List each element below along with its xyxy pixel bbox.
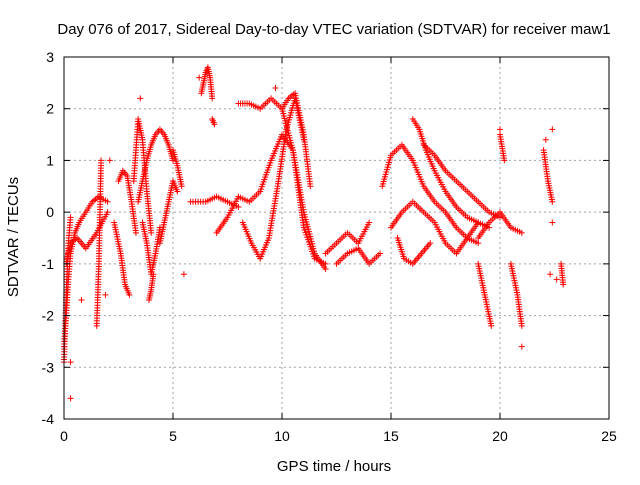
chart-title: Day 076 of 2017, Sidereal Day-to-day VTE… [57,21,610,38]
data-point [235,203,242,210]
plot-frame [63,56,610,420]
y-axis-label: SDTVAR / TECUs [5,177,22,297]
data-point [475,240,482,247]
data-point [497,214,503,221]
y-tick-label: 3 [46,49,54,65]
y-tick-label: -4 [42,411,55,427]
data-point [137,95,144,102]
x-tick-label: 15 [383,428,399,444]
data-point [209,95,216,102]
data-point [178,183,185,190]
data-point [518,343,525,350]
data-point [549,198,556,205]
data-point [488,322,495,329]
data-point [104,209,111,216]
x-tick-label: 5 [169,428,177,444]
data-point [98,157,105,164]
data-point [67,395,74,402]
data-point [547,271,554,278]
data-point [272,85,279,92]
data-point [377,250,384,257]
data-point [501,157,508,164]
data-point [366,219,373,226]
data-point [486,224,493,231]
data-point [542,136,549,143]
data-point [104,198,111,205]
data-point [211,121,218,128]
data-point [553,276,560,283]
data-point [67,214,74,221]
data-point [560,281,567,288]
data-point [67,359,74,366]
data-point [427,240,434,247]
axis-ticks: 0 5 10 15 20 25 -4 -3 -2 -1 0 1 2 3 [42,49,617,444]
data-point [132,229,139,236]
data-point [549,126,556,133]
x-tick-label: 0 [60,428,68,444]
y-tick-label: 0 [46,204,54,220]
data-point [102,291,109,298]
data-point [475,219,482,226]
data-point [322,260,329,267]
data-point [518,322,525,329]
data-point [78,297,85,304]
y-tick-label: 2 [46,101,54,117]
y-tick-label: -2 [42,308,55,324]
x-tick-label: 10 [274,428,290,444]
data-point [497,126,503,133]
y-tick-label: 1 [46,152,54,168]
data-point [196,74,203,81]
x-axis-label: GPS time / hours [277,458,391,475]
data-point [180,271,187,278]
data-point [106,157,113,164]
y-tick-label: -1 [42,256,55,272]
grid [64,57,609,419]
y-tick-label: -3 [42,359,55,375]
data-point [518,229,525,236]
data-point [307,183,314,190]
x-tick-label: 25 [601,428,617,444]
data-point [322,266,329,273]
data-point [174,188,181,195]
data-point [148,229,155,236]
data-point [549,219,556,226]
x-tick-label: 20 [492,428,508,444]
data-points [61,64,567,402]
data-point [126,291,133,298]
data-point [150,271,157,278]
